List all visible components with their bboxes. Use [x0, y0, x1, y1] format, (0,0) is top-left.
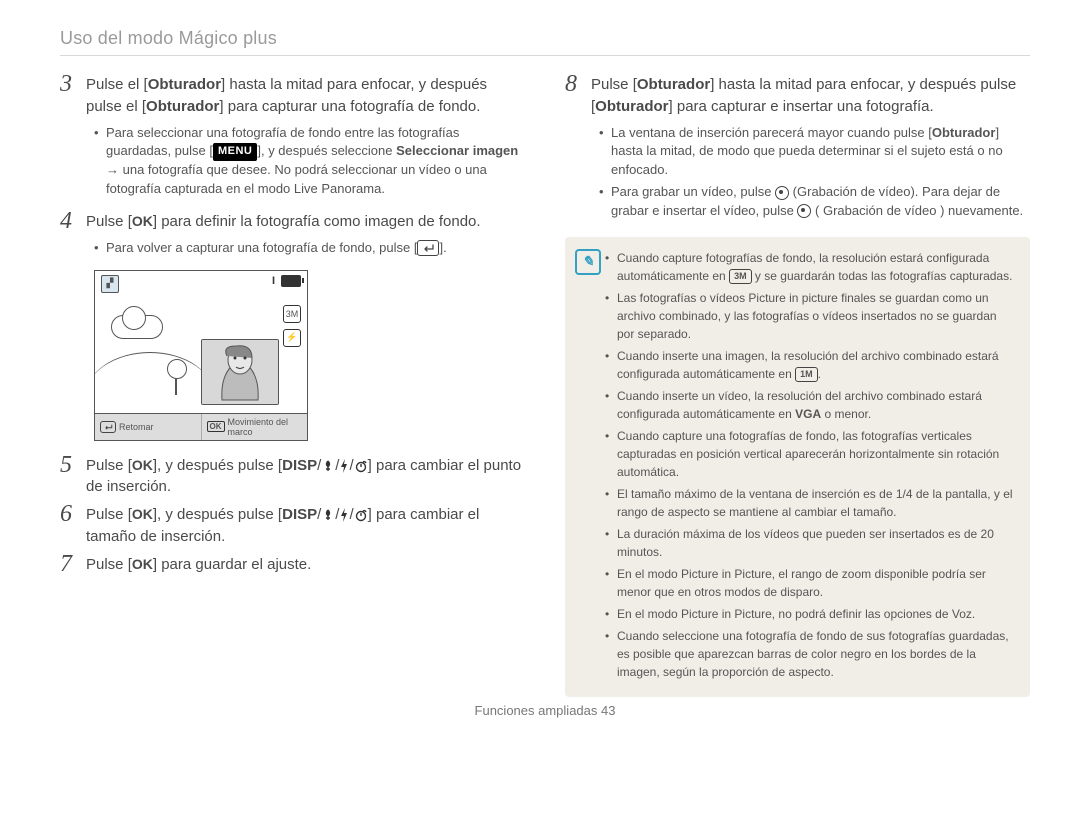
timer-icon — [354, 506, 368, 523]
ok-icon: OK — [132, 506, 153, 522]
step-number: 7 — [60, 552, 86, 576]
landscape-illustration — [95, 295, 307, 413]
flash-icon — [339, 506, 349, 523]
list-item: En el modo Picture in Picture, el rango … — [605, 565, 1016, 601]
right-column: 8 Pulse [Obturador] hasta la mitad para … — [565, 74, 1030, 697]
ok-icon: OK — [207, 421, 225, 432]
footer-back: Retomar — [95, 414, 202, 440]
list-item: La ventana de inserción parecerá mayor c… — [599, 124, 1030, 181]
note-icon: ✎ — [575, 249, 601, 275]
note-box: ✎ Cuando capture fotografías de fondo, l… — [565, 237, 1030, 697]
footer-ok-label: Movimiento del marco — [228, 417, 303, 437]
list-item: Cuando inserte un vídeo, la resolución d… — [605, 387, 1016, 423]
step-3: 3 Pulse el [Obturador] hasta la mitad pa… — [60, 74, 525, 118]
step-4: 4 Pulse [OK] para definir la fotografía … — [60, 211, 525, 233]
list-item: La duración máxima de los vídeos que pue… — [605, 525, 1016, 561]
step-number: 3 — [60, 72, 86, 96]
record-icon — [775, 186, 789, 200]
step-7: 7 Pulse [OK] para guardar el ajuste. — [60, 554, 525, 576]
header-divider — [60, 55, 1030, 56]
macro-icon — [321, 457, 335, 474]
step-3-sub: Para seleccionar una fotografía de fondo… — [94, 124, 525, 199]
back-icon — [417, 240, 439, 256]
timer-icon — [354, 457, 368, 474]
disp-icon: DISP — [282, 457, 317, 474]
step-body: Pulse [OK] para definir la fotografía co… — [86, 211, 525, 233]
screen-body: ▞ I 3M ⚡ — [95, 271, 307, 413]
resolution-icon: 3M — [729, 269, 752, 284]
list-item: Cuando seleccione una fotografía de fond… — [605, 627, 1016, 681]
ok-icon: OK — [132, 213, 153, 229]
pip-frame — [201, 339, 279, 405]
cloud-icon — [111, 315, 163, 339]
list-item: Cuando inserte una imagen, la resolución… — [605, 347, 1016, 383]
step-4-sub: Para volver a capturar una fotografía de… — [94, 239, 525, 258]
back-icon — [100, 421, 116, 433]
counter: I — [272, 275, 275, 287]
menu-button-icon: MENU — [213, 143, 257, 161]
step-5: 5 Pulse [OK], y después pulse [DISP///] … — [60, 455, 525, 499]
step-6: 6 Pulse [OK], y después pulse [DISP///] … — [60, 504, 525, 548]
step-body: Pulse [OK], y después pulse [DISP///] pa… — [86, 455, 525, 499]
camera-screen-illustration: ▞ I 3M ⚡ — [94, 270, 308, 441]
left-column: 3 Pulse el [Obturador] hasta la mitad pa… — [60, 74, 525, 697]
list-item: Para volver a capturar una fotografía de… — [94, 239, 525, 258]
step-body: Pulse [Obturador] hasta la mitad para en… — [591, 74, 1030, 118]
page-footer: Funciones ampliadas 43 — [60, 703, 1030, 718]
step-number: 4 — [60, 209, 86, 233]
note-icon-column: ✎ — [575, 249, 605, 685]
step-8-sub: La ventana de inserción parecerá mayor c… — [599, 124, 1030, 221]
step-body: Pulse el [Obturador] hasta la mitad para… — [86, 74, 525, 118]
page-header-title: Uso del modo Mágico plus — [60, 28, 1030, 49]
list-item: Para grabar un vídeo, pulse (Grabación d… — [599, 183, 1030, 221]
status-area: I — [272, 275, 301, 287]
step-number: 8 — [565, 72, 591, 96]
ok-icon: OK — [132, 556, 153, 572]
hill-icon — [95, 352, 215, 413]
list-item: Las fotografías o vídeos Picture in pict… — [605, 289, 1016, 343]
list-item: Cuando capture una fotografías de fondo,… — [605, 427, 1016, 481]
footer-back-label: Retomar — [119, 422, 154, 432]
mode-indicator-icon: ▞ — [101, 275, 119, 293]
step-8: 8 Pulse [Obturador] hasta la mitad para … — [565, 74, 1030, 118]
record-icon — [797, 204, 811, 218]
disp-icon: DISP — [282, 506, 317, 523]
step-body: Pulse [OK], y después pulse [DISP///] pa… — [86, 504, 525, 548]
note-list: Cuando capture fotografías de fondo, la … — [605, 249, 1016, 685]
step-body: Pulse [OK] para guardar el ajuste. — [86, 554, 525, 576]
tree-icon — [175, 375, 177, 395]
macro-icon — [321, 506, 335, 523]
list-item: Para seleccionar una fotografía de fondo… — [94, 124, 525, 199]
list-item: El tamaño máximo de la ventana de inserc… — [605, 485, 1016, 521]
flash-icon — [339, 457, 349, 474]
vga-icon: VGA — [795, 407, 821, 421]
footer-ok: OK Movimiento del marco — [202, 414, 308, 440]
screen-footer: Retomar OK Movimiento del marco — [95, 413, 307, 440]
step-number: 5 — [60, 453, 86, 477]
content-columns: 3 Pulse el [Obturador] hasta la mitad pa… — [60, 74, 1030, 697]
ok-icon: OK — [132, 457, 153, 473]
resolution-icon: 1M — [795, 367, 818, 382]
battery-icon — [281, 275, 301, 287]
list-item: En el modo Picture in Picture, no podrá … — [605, 605, 1016, 623]
list-item: Cuando capture fotografías de fondo, la … — [605, 249, 1016, 285]
step-number: 6 — [60, 502, 86, 526]
